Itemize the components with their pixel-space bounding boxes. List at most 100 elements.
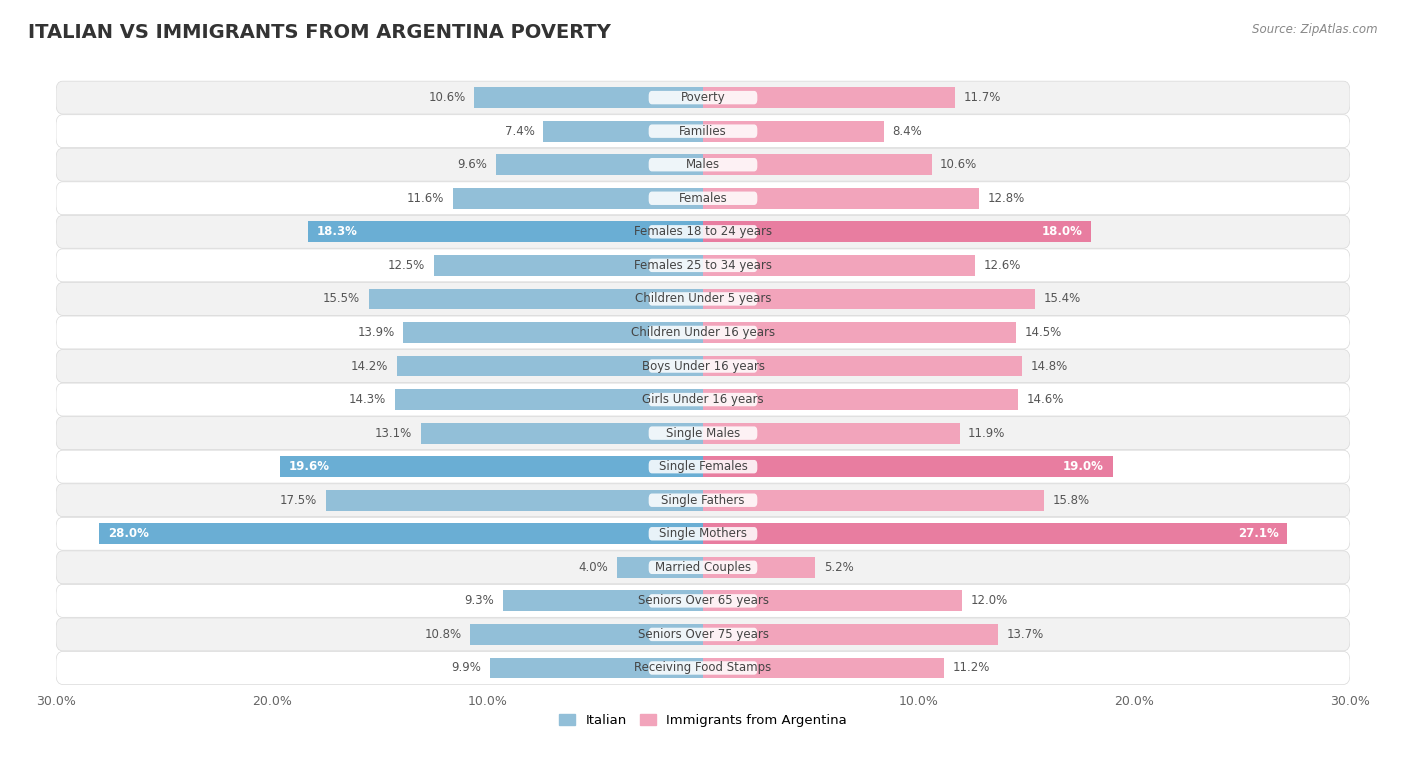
Text: 18.3%: 18.3% bbox=[318, 225, 359, 238]
FancyBboxPatch shape bbox=[56, 283, 1350, 315]
FancyBboxPatch shape bbox=[648, 258, 758, 272]
Bar bbox=[703, 255, 974, 276]
Text: 15.5%: 15.5% bbox=[323, 293, 360, 305]
Bar bbox=[703, 423, 959, 443]
Bar bbox=[368, 289, 703, 309]
FancyBboxPatch shape bbox=[648, 192, 758, 205]
FancyBboxPatch shape bbox=[56, 383, 1350, 416]
Text: 11.6%: 11.6% bbox=[406, 192, 444, 205]
Bar bbox=[703, 490, 1043, 511]
FancyBboxPatch shape bbox=[648, 326, 758, 339]
Text: Seniors Over 65 years: Seniors Over 65 years bbox=[637, 594, 769, 607]
Text: 14.3%: 14.3% bbox=[349, 393, 387, 406]
FancyBboxPatch shape bbox=[648, 427, 758, 440]
Text: 9.9%: 9.9% bbox=[451, 662, 481, 675]
FancyBboxPatch shape bbox=[56, 551, 1350, 584]
Bar bbox=[703, 87, 955, 108]
Text: 11.9%: 11.9% bbox=[969, 427, 1005, 440]
Text: Single Females: Single Females bbox=[658, 460, 748, 473]
Text: 14.2%: 14.2% bbox=[352, 359, 388, 372]
Bar bbox=[502, 590, 703, 611]
FancyBboxPatch shape bbox=[56, 618, 1350, 651]
Bar bbox=[100, 523, 703, 544]
Bar bbox=[308, 221, 703, 243]
FancyBboxPatch shape bbox=[56, 450, 1350, 483]
Text: Females 25 to 34 years: Females 25 to 34 years bbox=[634, 259, 772, 272]
Text: 14.6%: 14.6% bbox=[1026, 393, 1064, 406]
Text: ITALIAN VS IMMIGRANTS FROM ARGENTINA POVERTY: ITALIAN VS IMMIGRANTS FROM ARGENTINA POV… bbox=[28, 23, 612, 42]
Text: Families: Families bbox=[679, 124, 727, 138]
FancyBboxPatch shape bbox=[648, 225, 758, 239]
Bar bbox=[489, 658, 703, 678]
Text: Males: Males bbox=[686, 158, 720, 171]
Text: Children Under 5 years: Children Under 5 years bbox=[634, 293, 772, 305]
Text: 28.0%: 28.0% bbox=[108, 528, 149, 540]
Text: 11.7%: 11.7% bbox=[965, 91, 1001, 104]
Bar bbox=[453, 188, 703, 208]
Text: 14.8%: 14.8% bbox=[1031, 359, 1069, 372]
FancyBboxPatch shape bbox=[56, 349, 1350, 383]
FancyBboxPatch shape bbox=[56, 417, 1350, 449]
Text: 13.7%: 13.7% bbox=[1007, 628, 1045, 641]
Bar bbox=[703, 155, 932, 175]
Text: 5.2%: 5.2% bbox=[824, 561, 853, 574]
Text: 15.4%: 15.4% bbox=[1043, 293, 1081, 305]
Text: 27.1%: 27.1% bbox=[1237, 528, 1278, 540]
Text: 12.6%: 12.6% bbox=[983, 259, 1021, 272]
Text: 12.8%: 12.8% bbox=[987, 192, 1025, 205]
Text: Girls Under 16 years: Girls Under 16 years bbox=[643, 393, 763, 406]
FancyBboxPatch shape bbox=[648, 628, 758, 641]
FancyBboxPatch shape bbox=[56, 584, 1350, 617]
Text: 11.2%: 11.2% bbox=[953, 662, 990, 675]
FancyBboxPatch shape bbox=[56, 81, 1350, 114]
Text: 12.0%: 12.0% bbox=[970, 594, 1008, 607]
Text: Source: ZipAtlas.com: Source: ZipAtlas.com bbox=[1253, 23, 1378, 36]
Bar bbox=[703, 356, 1022, 377]
Bar bbox=[326, 490, 703, 511]
Bar bbox=[703, 322, 1015, 343]
FancyBboxPatch shape bbox=[648, 292, 758, 305]
Bar bbox=[496, 155, 703, 175]
Text: Children Under 16 years: Children Under 16 years bbox=[631, 326, 775, 339]
Bar bbox=[703, 121, 884, 142]
Text: 9.6%: 9.6% bbox=[457, 158, 488, 171]
FancyBboxPatch shape bbox=[56, 182, 1350, 215]
Text: 13.9%: 13.9% bbox=[357, 326, 395, 339]
Text: 10.8%: 10.8% bbox=[425, 628, 461, 641]
FancyBboxPatch shape bbox=[648, 561, 758, 574]
Bar bbox=[404, 322, 703, 343]
Text: 18.0%: 18.0% bbox=[1042, 225, 1083, 238]
Text: 7.4%: 7.4% bbox=[505, 124, 534, 138]
Text: 8.4%: 8.4% bbox=[893, 124, 922, 138]
Bar bbox=[396, 356, 703, 377]
FancyBboxPatch shape bbox=[648, 594, 758, 608]
Bar bbox=[280, 456, 703, 477]
Text: 10.6%: 10.6% bbox=[429, 91, 465, 104]
Text: 4.0%: 4.0% bbox=[578, 561, 609, 574]
Text: 9.3%: 9.3% bbox=[464, 594, 494, 607]
FancyBboxPatch shape bbox=[56, 484, 1350, 517]
Text: Receiving Food Stamps: Receiving Food Stamps bbox=[634, 662, 772, 675]
Bar bbox=[420, 423, 703, 443]
Bar bbox=[703, 289, 1035, 309]
FancyBboxPatch shape bbox=[648, 493, 758, 507]
FancyBboxPatch shape bbox=[56, 316, 1350, 349]
FancyBboxPatch shape bbox=[56, 215, 1350, 249]
FancyBboxPatch shape bbox=[56, 114, 1350, 148]
Text: 10.6%: 10.6% bbox=[941, 158, 977, 171]
Bar bbox=[703, 658, 945, 678]
FancyBboxPatch shape bbox=[648, 527, 758, 540]
FancyBboxPatch shape bbox=[648, 124, 758, 138]
FancyBboxPatch shape bbox=[56, 249, 1350, 282]
FancyBboxPatch shape bbox=[56, 652, 1350, 684]
Bar bbox=[617, 557, 703, 578]
Bar bbox=[433, 255, 703, 276]
Text: Poverty: Poverty bbox=[681, 91, 725, 104]
Text: Single Males: Single Males bbox=[666, 427, 740, 440]
FancyBboxPatch shape bbox=[648, 661, 758, 675]
FancyBboxPatch shape bbox=[648, 158, 758, 171]
Bar bbox=[703, 389, 1018, 410]
FancyBboxPatch shape bbox=[648, 460, 758, 474]
Text: Seniors Over 75 years: Seniors Over 75 years bbox=[637, 628, 769, 641]
Text: 13.1%: 13.1% bbox=[375, 427, 412, 440]
